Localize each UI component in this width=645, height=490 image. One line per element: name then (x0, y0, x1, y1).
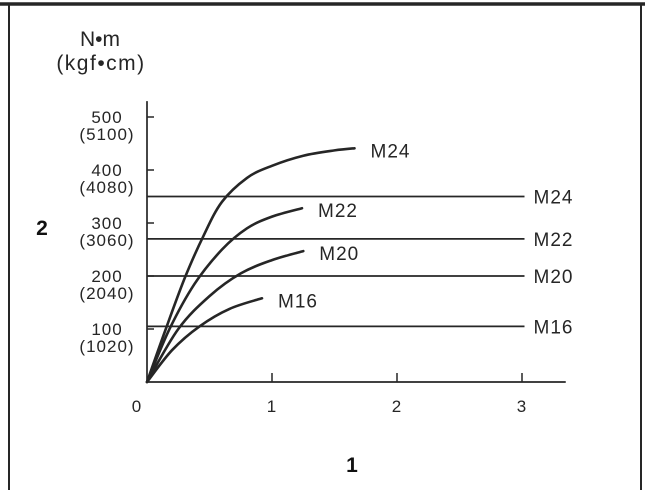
y-tick-label: 500 (91, 108, 122, 127)
y-tick-label: 400 (91, 161, 122, 180)
series-label-m24: M24 (371, 141, 411, 162)
x-tick-label: 0 (132, 397, 142, 416)
plot-area: 100(1020) 200(2040) 300(3060) 400(4080) 500(… (79, 101, 574, 416)
y-tick-label-alt: (3060) (79, 231, 134, 250)
y-axis-unit-alt-label: (kgf•cm) (56, 52, 145, 75)
series-curve-m20 (145, 249, 305, 384)
y-axis-callout-label: 2 (36, 217, 48, 240)
y-tick-label-alt: (1020) (79, 337, 134, 356)
series-curve-m24 (145, 147, 356, 384)
series-label-m20: M20 (319, 244, 359, 265)
series-label-m16: M16 (278, 291, 318, 312)
x-tick-label: 2 (392, 397, 402, 416)
series-curve-m22 (145, 206, 304, 384)
y-axis-unit-label: N•m (80, 28, 120, 51)
y-tick-label-alt: (5100) (79, 125, 134, 144)
x-axis-callout-label: 1 (346, 454, 358, 477)
x-tick-label: 1 (267, 397, 277, 416)
x-tick-label: 3 (517, 397, 527, 416)
y-tick-label-alt: (4080) (79, 178, 134, 197)
y-tick-label: 100 (91, 320, 122, 339)
reference-line-label-m16: M16 (534, 317, 574, 338)
y-tick-label: 200 (91, 267, 122, 286)
reference-line-label-m20: M20 (534, 267, 574, 288)
series-curve-m16 (145, 297, 264, 384)
y-tick-label: 300 (91, 214, 122, 233)
y-tick-label-alt: (2040) (79, 284, 134, 303)
series-label-m22: M22 (318, 201, 358, 222)
reference-line-label-m22: M22 (534, 230, 574, 251)
reference-line-label-m24: M24 (534, 188, 574, 209)
